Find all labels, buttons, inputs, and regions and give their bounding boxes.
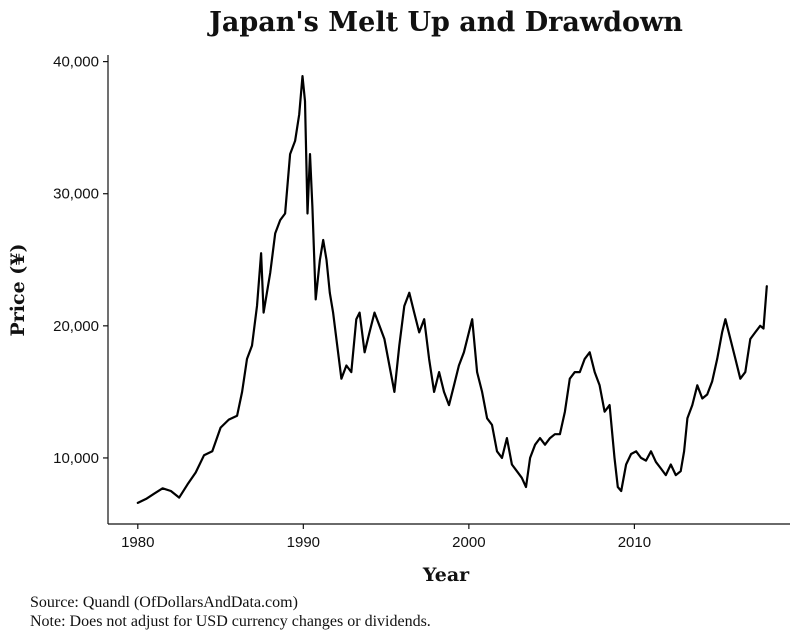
- y-tick-label: 30,000: [53, 186, 99, 203]
- chart-title: Japan's Melt Up and Drawdown: [207, 7, 683, 38]
- y-axis: 10,000 20,000 30,000 40,000: [53, 54, 108, 467]
- source-note: Source: Quandl (OfDollarsAndData.com): [30, 594, 298, 611]
- x-axis-title: Year: [422, 564, 470, 586]
- x-tick-label: 2000: [452, 534, 485, 551]
- y-axis-title: Price (¥): [7, 244, 29, 337]
- x-tick-label: 1990: [287, 534, 320, 551]
- disclaimer-note: Note: Does not adjust for USD currency c…: [30, 613, 431, 630]
- x-tick-label: 2010: [618, 534, 651, 551]
- x-axis: 1980 1990 2000 2010: [121, 524, 651, 551]
- x-tick-label: 1980: [121, 534, 154, 551]
- y-tick-label: 10,000: [53, 450, 99, 467]
- y-tick-label: 40,000: [53, 54, 99, 71]
- plot-area: 10,000 20,000 30,000 40,000 1980 1990 2000 201…: [53, 54, 790, 551]
- price-series-line: [136, 75, 768, 504]
- y-tick-label: 20,000: [53, 318, 99, 335]
